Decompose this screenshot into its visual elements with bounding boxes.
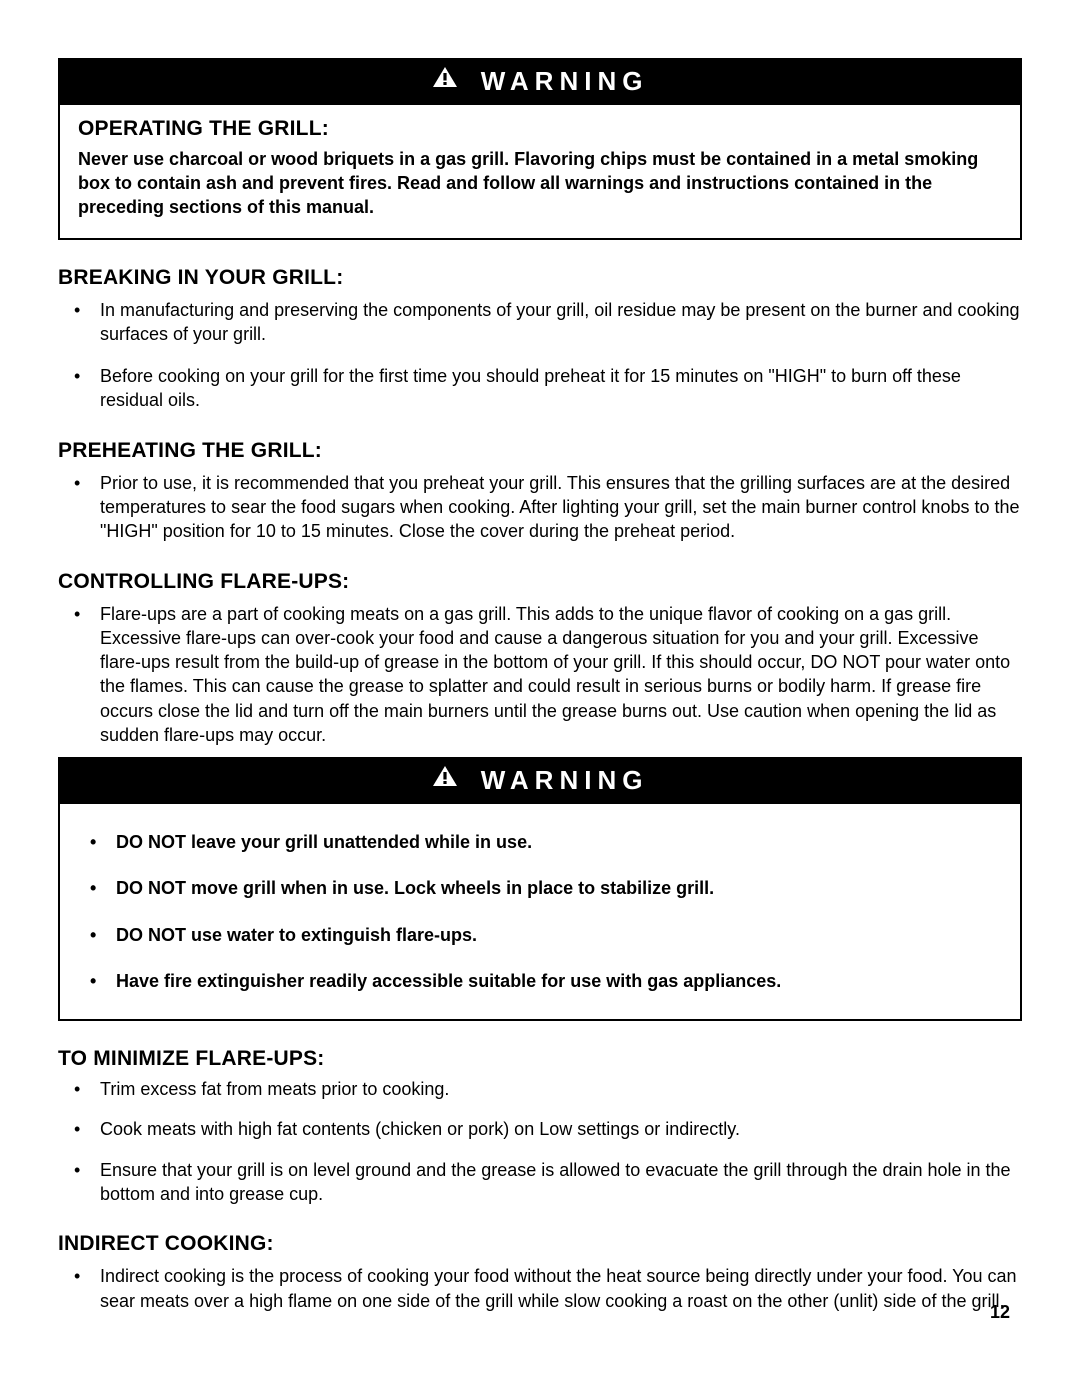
warning-header-label: WARNING: [481, 765, 649, 796]
warning-triangle-icon: [432, 763, 458, 794]
list-item: Ensure that your grill is on level groun…: [100, 1158, 1022, 1207]
warning-block-2: WARNING DO NOT leave your grill unattend…: [58, 757, 1022, 1021]
list-warning-2: DO NOT leave your grill unattended while…: [78, 830, 1002, 993]
page-number: 12: [990, 1302, 1010, 1323]
heading-breaking-in: BREAKING IN YOUR GRILL:: [58, 266, 1022, 290]
list-item: In manufacturing and preserving the comp…: [100, 298, 1022, 347]
heading-preheating: PREHEATING THE GRILL:: [58, 439, 1022, 463]
list-breaking-in: In manufacturing and preserving the comp…: [58, 298, 1022, 413]
warning-box-2: DO NOT leave your grill unattended while…: [58, 804, 1022, 1021]
heading-operating-grill: OPERATING THE GRILL:: [78, 117, 1002, 141]
list-item: Have fire extinguisher readily accessibl…: [116, 969, 1002, 993]
list-item: Prior to use, it is recommended that you…: [100, 471, 1022, 544]
warning-header-label: WARNING: [481, 66, 649, 97]
list-flareups: Flare-ups are a part of cooking meats on…: [58, 602, 1022, 748]
list-item: DO NOT leave your grill unattended while…: [116, 830, 1002, 854]
warning-box-1: OPERATING THE GRILL: Never use charcoal …: [58, 105, 1022, 240]
list-minimize: Trim excess fat from meats prior to cook…: [58, 1077, 1022, 1206]
list-item: DO NOT use water to extinguish flare-ups…: [116, 923, 1002, 947]
list-item: Flare-ups are a part of cooking meats on…: [100, 602, 1022, 748]
list-item: Cook meats with high fat contents (chick…: [100, 1117, 1022, 1141]
warning-header-1: WARNING: [58, 58, 1022, 105]
list-item: DO NOT move grill when in use. Lock whee…: [116, 876, 1002, 900]
list-indirect: Indirect cooking is the process of cooki…: [58, 1264, 1022, 1313]
heading-minimize: TO MINIMIZE FLARE-UPS:: [58, 1047, 1022, 1071]
heading-flareups: CONTROLLING FLARE-UPS:: [58, 570, 1022, 594]
list-item: Trim excess fat from meats prior to cook…: [100, 1077, 1022, 1101]
warning-1-body: Never use charcoal or wood briquets in a…: [78, 147, 1002, 220]
heading-indirect: INDIRECT COOKING:: [58, 1232, 1022, 1256]
manual-page: WARNING OPERATING THE GRILL: Never use c…: [0, 0, 1080, 1359]
warning-triangle-icon: [432, 64, 458, 95]
list-item: Indirect cooking is the process of cooki…: [100, 1264, 1022, 1313]
list-preheating: Prior to use, it is recommended that you…: [58, 471, 1022, 544]
list-item: Before cooking on your grill for the fir…: [100, 364, 1022, 413]
warning-header-2: WARNING: [58, 757, 1022, 804]
